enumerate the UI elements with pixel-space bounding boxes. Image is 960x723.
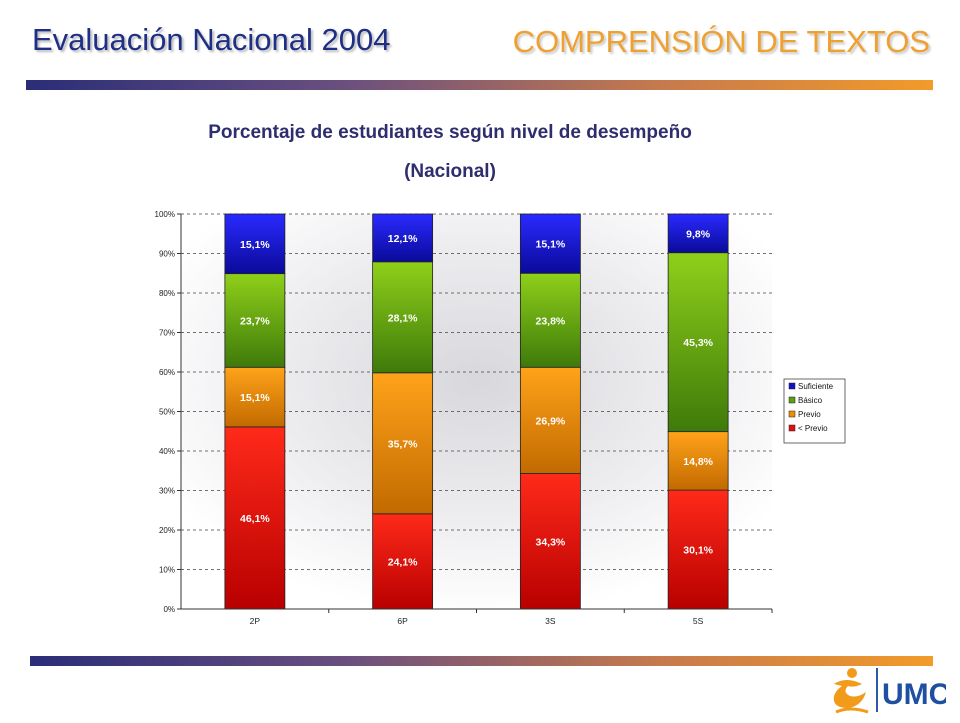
chart-subtitle: (Nacional)	[404, 161, 496, 182]
y-tick-label: 10%	[159, 566, 175, 575]
bar-segment	[519, 213, 581, 274]
legend-swatch	[788, 382, 796, 390]
data-label: 34,3%	[535, 536, 565, 548]
x-tick-label: 2P	[250, 616, 261, 626]
umc-logo-mark	[833, 668, 869, 714]
y-tick-label: 100%	[155, 210, 175, 219]
legend-label: Previo	[798, 410, 821, 419]
data-label: 23,8%	[535, 315, 565, 327]
legend-label: < Previo	[798, 424, 828, 433]
bar-segment	[372, 513, 434, 610]
data-label: 28,1%	[388, 312, 418, 324]
umc-logo: UMC	[828, 662, 950, 718]
svg-text:UMC: UMC	[882, 678, 946, 711]
data-label: 26,9%	[535, 415, 565, 427]
y-tick-label: 60%	[159, 368, 175, 377]
bottom-divider	[30, 656, 933, 666]
y-tick-label: 0%	[163, 605, 175, 614]
data-label: 30,1%	[683, 545, 713, 557]
data-label: 15,1%	[240, 239, 270, 251]
stacked-bar-chart: 46,1% 15,1% 23,7% 15,1% 24,1% 35,7% 28,1% 12,1%…	[128, 193, 851, 645]
data-label: 12,1%	[388, 233, 418, 245]
data-label: 45,3%	[683, 337, 713, 349]
x-tick-label: 6P	[397, 616, 408, 626]
legend-swatch	[788, 424, 796, 432]
data-label: 24,1%	[388, 556, 418, 568]
y-tick-label: 20%	[159, 526, 175, 535]
legend-swatch	[788, 410, 796, 418]
data-label: 15,1%	[240, 392, 270, 404]
x-tick-label: 3S	[545, 616, 556, 626]
slide-subject: COMPRENSIÓN DE TEXTOS	[512, 24, 930, 59]
legend-label: Básico	[798, 396, 823, 405]
y-tick-label: 40%	[159, 447, 175, 456]
data-label: 14,8%	[683, 456, 713, 468]
data-label: 9,8%	[686, 228, 711, 240]
legend-swatch	[788, 396, 796, 404]
y-tick-label: 30%	[159, 487, 175, 496]
data-label: 35,7%	[388, 438, 418, 450]
y-tick-label: 90%	[159, 250, 175, 259]
bar-segment	[224, 213, 286, 275]
data-label: 15,1%	[535, 239, 565, 251]
bar-segment	[224, 426, 286, 610]
chart-area: 46,1% 15,1% 23,7% 15,1% 24,1% 35,7% 28,1% 12,1%…	[128, 193, 851, 645]
bar-segment	[224, 273, 286, 368]
y-tick-label: 70%	[159, 329, 175, 338]
slide-title: Evaluación Nacional 2004	[32, 22, 391, 57]
bar-segment	[667, 431, 729, 491]
bar-segment	[372, 213, 434, 263]
bar-segment	[519, 366, 581, 474]
top-divider	[26, 80, 933, 90]
bar-segment	[667, 252, 729, 433]
x-tick-label: 5S	[693, 616, 704, 626]
bar-segment	[519, 272, 581, 368]
bar-segment	[667, 213, 729, 254]
y-tick-label: 80%	[159, 289, 175, 298]
chart-title: Porcentaje de estudiantes según nivel de…	[208, 122, 692, 143]
bar-segment	[372, 261, 434, 374]
bar-segment	[667, 489, 729, 610]
legend-label: Suficiente	[798, 382, 834, 391]
bar-segment	[372, 372, 434, 515]
y-tick-label: 50%	[159, 408, 175, 417]
bar-segment	[519, 473, 581, 610]
bar-segment	[224, 366, 286, 428]
data-label: 23,7%	[240, 315, 270, 327]
data-label: 46,1%	[240, 513, 270, 525]
